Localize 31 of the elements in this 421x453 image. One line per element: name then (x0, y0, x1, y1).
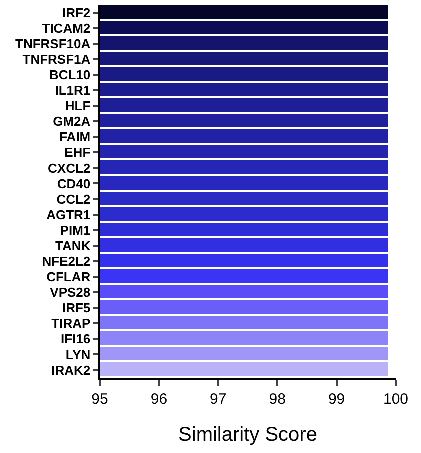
y-tick-label: TICAM2 (42, 20, 91, 36)
y-tick-label: NFE2L2 (42, 254, 91, 269)
y-tick-label: TIRAP (52, 316, 91, 332)
x-tick-label: 99 (328, 390, 346, 408)
x-tick-label: 97 (210, 390, 227, 408)
y-tick-label: CD40 (57, 176, 91, 192)
y-tick-label: LYN (66, 347, 91, 362)
y-tick-label: FAIM (60, 130, 91, 145)
x-axis-title: Similarity Score (178, 424, 318, 446)
y-tick-label: EHF (64, 145, 91, 160)
y-tick-label: PIM1 (60, 222, 91, 238)
y-tick-label: IRAK2 (52, 362, 91, 378)
y-tick-label: IL1R1 (55, 83, 91, 98)
x-tick-label: 98 (269, 390, 286, 408)
y-tick-label: TANK (56, 238, 92, 254)
y-tick-label: BCL10 (49, 67, 91, 82)
x-tick-label: 95 (92, 390, 108, 408)
y-tick-label: GM2A (53, 114, 92, 130)
y-tick-label: TNFRSF1A (22, 52, 92, 67)
y-tick-label: IFI16 (61, 332, 91, 347)
y-tick-label: CCL2 (56, 192, 91, 207)
y-tick-label: TNFRSF10A (16, 36, 92, 52)
y-tick-label: CXCL2 (48, 160, 91, 176)
y-tick-label: IRF5 (62, 300, 91, 316)
y-tick-label: CFLAR (46, 270, 92, 285)
y-tick-label: AGTR1 (46, 207, 91, 222)
x-tick-label: 100 (383, 390, 409, 408)
y-tick-label: VPS28 (50, 285, 91, 300)
x-tick-label: 96 (150, 390, 168, 408)
y-tick-label: IRF2 (62, 5, 91, 20)
y-tick-label: HLF (65, 98, 91, 114)
